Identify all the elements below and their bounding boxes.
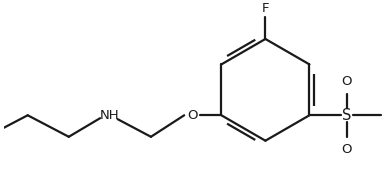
Text: S: S (342, 108, 351, 123)
Text: NH: NH (100, 109, 120, 122)
Text: O: O (187, 109, 197, 122)
Text: O: O (341, 75, 352, 88)
Text: F: F (262, 3, 269, 15)
Text: O: O (341, 143, 352, 156)
